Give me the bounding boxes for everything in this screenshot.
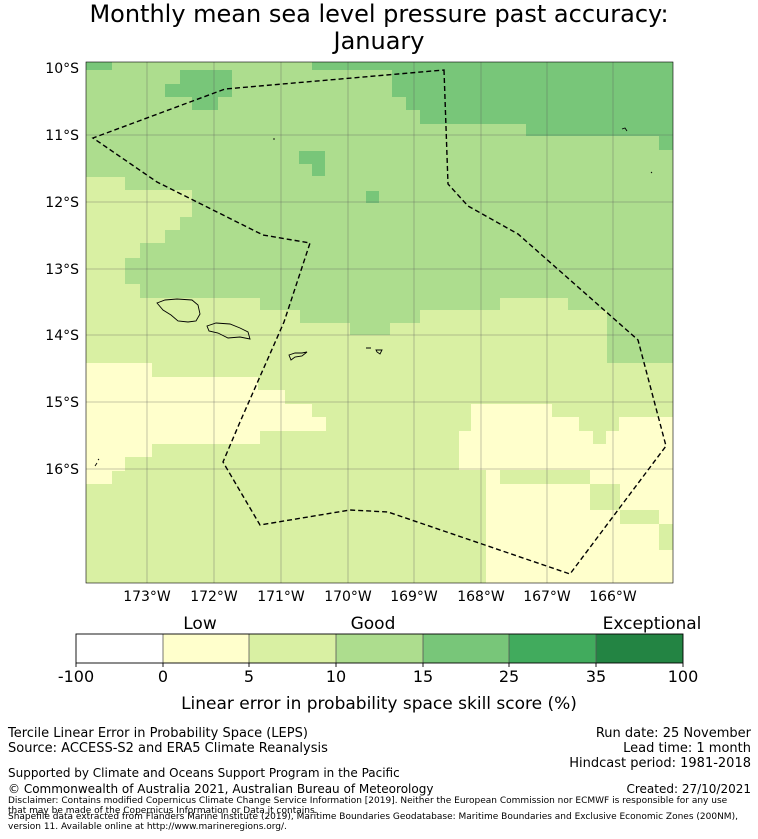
- lon-label: 173°W: [123, 589, 171, 605]
- map-title-month: January: [333, 27, 425, 55]
- shapefile-line1: Shapefile data extracted from Flanders M…: [8, 812, 738, 822]
- longitude-labels: 173°W 172°W 171°W 170°W 169°W 168°W 167°…: [123, 589, 637, 605]
- island-atafu: [621, 127, 628, 132]
- disclaimer-line2: that may be made of the Copernicus Infor…: [8, 806, 318, 816]
- lon-label: 172°W: [190, 589, 238, 605]
- lat-label: 13°S: [45, 262, 79, 278]
- lat-label: 15°S: [45, 395, 79, 411]
- lat-label: 12°S: [45, 195, 79, 211]
- colorbar-tick: 10: [326, 667, 346, 686]
- colorbar-segment: [76, 634, 163, 663]
- colorbar-tick: 15: [413, 667, 433, 686]
- lon-label: 171°W: [257, 589, 305, 605]
- lat-label: 10°S: [45, 61, 79, 77]
- skill-zone-very-good: [86, 62, 673, 203]
- lon-label: 170°W: [324, 589, 372, 605]
- method-label: Tercile Linear Error in Probability Spac…: [8, 726, 308, 741]
- colorbar-tick: 100: [668, 667, 699, 686]
- category-low: Low: [183, 614, 217, 634]
- eez-boundary: [91, 69, 667, 575]
- copyright-note: © Commonwealth of Australia 2021, Austra…: [8, 782, 434, 796]
- colorbar-segment: [163, 634, 249, 663]
- lat-label: 16°S: [45, 462, 79, 478]
- hindcast-period: Hindcast period: 1981-2018: [569, 756, 751, 771]
- lon-label: 166°W: [589, 589, 637, 605]
- latitude-labels: 10°S 11°S 12°S 13°S 14°S 15°S 16°S: [45, 61, 79, 478]
- colorbar-tick: 25: [499, 667, 519, 686]
- island-upolu: [206, 322, 251, 340]
- created-date: Created: 27/10/2021: [626, 782, 751, 796]
- map-frame: [85, 61, 674, 584]
- skill-zone-good: [86, 62, 673, 363]
- category-exceptional: Exceptional: [603, 614, 702, 634]
- colorbar-segment: [336, 634, 423, 663]
- map-title: Monthly mean sea level pressure past acc…: [89, 0, 669, 28]
- lat-label: 11°S: [45, 128, 79, 144]
- colorbar-frame: [75, 633, 684, 664]
- run-date: Run date: 25 November: [595, 726, 751, 741]
- colorbar-axis-label: Linear error in probability space skill …: [181, 694, 577, 714]
- graticule: [86, 62, 673, 583]
- support-note: Supported by Climate and Oceans Support …: [8, 766, 400, 780]
- skill-field: [86, 62, 673, 583]
- colorbar-tick: 35: [586, 667, 606, 686]
- lead-time: Lead time: 1 month: [623, 741, 751, 756]
- colorbar-tick: 5: [244, 667, 254, 686]
- lat-label: 14°S: [45, 328, 79, 344]
- category-good: Good: [351, 614, 396, 634]
- skill-zone-low: [86, 363, 673, 583]
- lon-label: 168°W: [457, 589, 505, 605]
- colorbar-segment: [509, 634, 596, 663]
- island-niuatoputapu: [94, 458, 100, 467]
- colorbar-segment: [596, 634, 683, 663]
- island-ofu-olosega: [366, 347, 383, 355]
- island-tutuila: [288, 351, 308, 361]
- lon-label: 169°W: [390, 589, 438, 605]
- colorbar-tick-labels: -100 0 5 10 15 25 35 100: [58, 667, 698, 686]
- colorbar-tick: -100: [58, 667, 94, 686]
- colorbar-tick: 0: [158, 667, 168, 686]
- island-tokelau-small: [650, 171, 653, 174]
- island-coastlines: [94, 127, 653, 467]
- lon-label: 167°W: [523, 589, 571, 605]
- colorbar: [75, 633, 684, 667]
- source-label: Source: ACCESS-S2 and ERA5 Climate Reana…: [8, 741, 328, 756]
- disclaimer-line1: Disclaimer: Contains modified Copernicus…: [8, 796, 728, 806]
- colorbar-segment: [423, 634, 509, 663]
- shapefile-line2: version 11. Available online at http://w…: [8, 822, 287, 832]
- colorbar-segment: [249, 634, 336, 663]
- island-savaii: [156, 298, 201, 323]
- colorbar-category-labels: Low Good Exceptional: [183, 614, 701, 634]
